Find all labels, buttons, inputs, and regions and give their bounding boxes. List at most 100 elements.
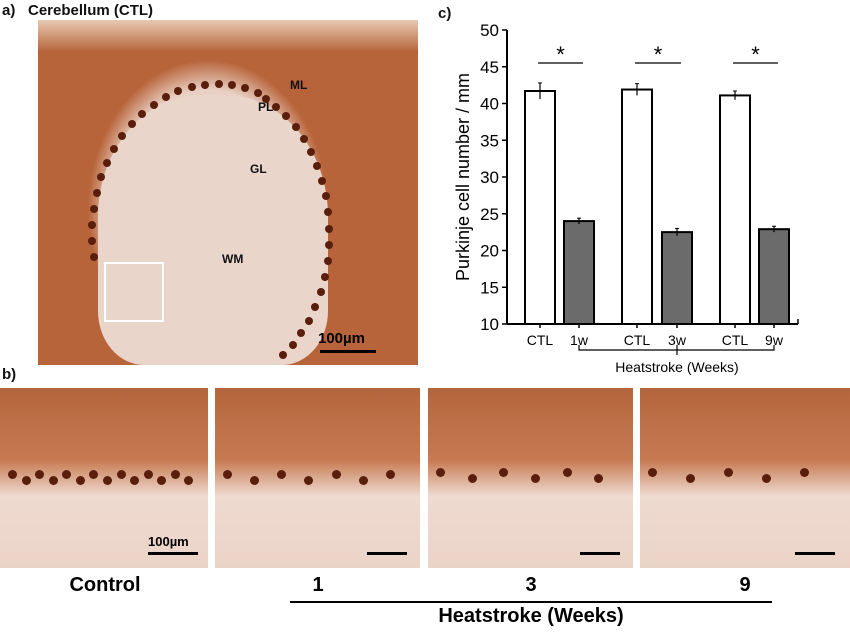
y-tick-label: 50: [480, 21, 499, 40]
panel-a-title: Cerebellum (CTL): [28, 2, 154, 19]
cerebellum-micrograph: ML PL GL WM 100µm: [38, 20, 418, 365]
purkinje-cell: [648, 468, 657, 477]
panel-b-label: b): [2, 366, 17, 383]
purkinje-cell: [324, 208, 333, 217]
purkinje-cell: [214, 80, 223, 88]
purkinje-cell: [313, 161, 322, 170]
micrograph-1w: [215, 388, 420, 568]
purkinje-cell: [385, 470, 395, 479]
purkinje-cell: [241, 83, 250, 92]
purkinje-cell: [304, 316, 313, 325]
purkinje-cell: [143, 470, 153, 479]
purkinje-cell: [304, 476, 314, 485]
y-tick-label: 25: [480, 205, 499, 224]
purkinje-cell: [279, 351, 288, 360]
purkinje-cell: [89, 470, 99, 479]
purkinje-cell: [325, 240, 334, 249]
purkinje-cell: [127, 120, 136, 129]
purkinje-cell: [325, 224, 334, 233]
purkinje-cell: [170, 470, 180, 479]
purkinje-cell: [316, 288, 325, 297]
purkinje-cell: [89, 204, 98, 213]
purkinje-cell: [89, 253, 98, 262]
purkinje-cell: [436, 468, 445, 477]
purkinje-cell: [92, 188, 101, 197]
purkinje-cell: [250, 476, 260, 485]
purkinje-cell: [116, 470, 126, 479]
purkinje-cell: [531, 474, 540, 483]
bar-CTL: [621, 88, 653, 325]
bar-9w: [758, 228, 790, 325]
x-axis-label: Heatstroke (Weeks): [615, 359, 738, 375]
bar-CTL: [524, 90, 556, 325]
bar-chart: 10 15 20 25 30 35 40 45 50 Purkinje cell number /…: [453, 21, 799, 375]
scale-label: 100µm: [318, 330, 366, 347]
caption-1w: 1: [312, 574, 324, 596]
purkinje-cell: [499, 468, 509, 477]
purkinje-cell: [8, 470, 17, 479]
micrograph-control: 100µm: [0, 388, 208, 568]
purkinje-cell: [291, 122, 300, 131]
micrograph-3w: [428, 388, 633, 568]
purkinje-cell: [307, 147, 316, 156]
purkinje-cell: [118, 131, 127, 140]
purkinje-cell: [103, 158, 112, 167]
purkinje-cell: [174, 87, 183, 96]
purkinje-cell: [321, 192, 330, 201]
purkinje-cell: [800, 468, 809, 477]
purkinje-cell: [299, 134, 308, 143]
ml-annotation: ML: [290, 78, 308, 92]
purkinje-cell: [184, 476, 194, 485]
caption-control: Control: [69, 574, 141, 596]
purkinje-cell: [200, 80, 209, 89]
purkinje-cell: [62, 470, 72, 479]
y-tick-label: 20: [480, 242, 499, 261]
x-tick-label: 1w: [570, 332, 589, 348]
bar-1w: [563, 220, 595, 326]
purkinje-cell: [288, 341, 297, 350]
purkinje-cell: [110, 144, 119, 153]
wm-annotation: WM: [222, 252, 244, 266]
purkinje-cell: [138, 109, 147, 118]
purkinje-cell: [21, 476, 31, 485]
purkinje-cell: [467, 474, 477, 483]
purkinje-cell: [261, 94, 270, 103]
purkinje-cell: [88, 237, 97, 246]
y-axis-label: Purkinje cell number / mm: [453, 73, 473, 281]
y-tick-label: 35: [480, 131, 499, 150]
purkinje-cell: [762, 474, 771, 483]
purkinje-cell: [103, 476, 112, 485]
scale-label-b: 100µm: [148, 534, 189, 549]
purkinje-cell: [187, 83, 196, 92]
y-tick-label: 45: [480, 58, 499, 77]
purkinje-cell: [88, 220, 97, 229]
purkinje-cell: [323, 257, 332, 266]
bar-3w: [661, 231, 693, 325]
inset-box: [104, 262, 164, 322]
purkinje-cell: [157, 476, 167, 485]
purkinje-cell: [48, 476, 58, 485]
purkinje-cell: [228, 81, 237, 90]
y-tick-label: 15: [480, 278, 499, 297]
purkinje-cell: [161, 93, 170, 102]
heatstroke-bracket: [578, 345, 775, 355]
purkinje-cell: [254, 88, 263, 97]
purkinje-cell: [318, 176, 327, 185]
group-line: [290, 601, 772, 603]
group-label: Heatstroke (Weeks): [438, 605, 624, 627]
purkinje-cell: [562, 468, 572, 477]
purkinje-cell: [35, 470, 45, 479]
x-tick-label: 3w: [668, 332, 687, 348]
significance-star: *: [556, 42, 565, 67]
purkinje-cell: [724, 468, 733, 477]
purkinje-cell: [297, 329, 306, 338]
x-tick-label: 9w: [765, 332, 784, 348]
purkinje-cell: [331, 470, 341, 479]
purkinje-cell: [282, 111, 291, 120]
significance-star: *: [751, 42, 760, 67]
panel-c-label: c): [438, 5, 452, 22]
x-tick-label: CTL: [624, 332, 651, 348]
x-tick-label: CTL: [722, 332, 749, 348]
significance-star: *: [654, 42, 663, 67]
